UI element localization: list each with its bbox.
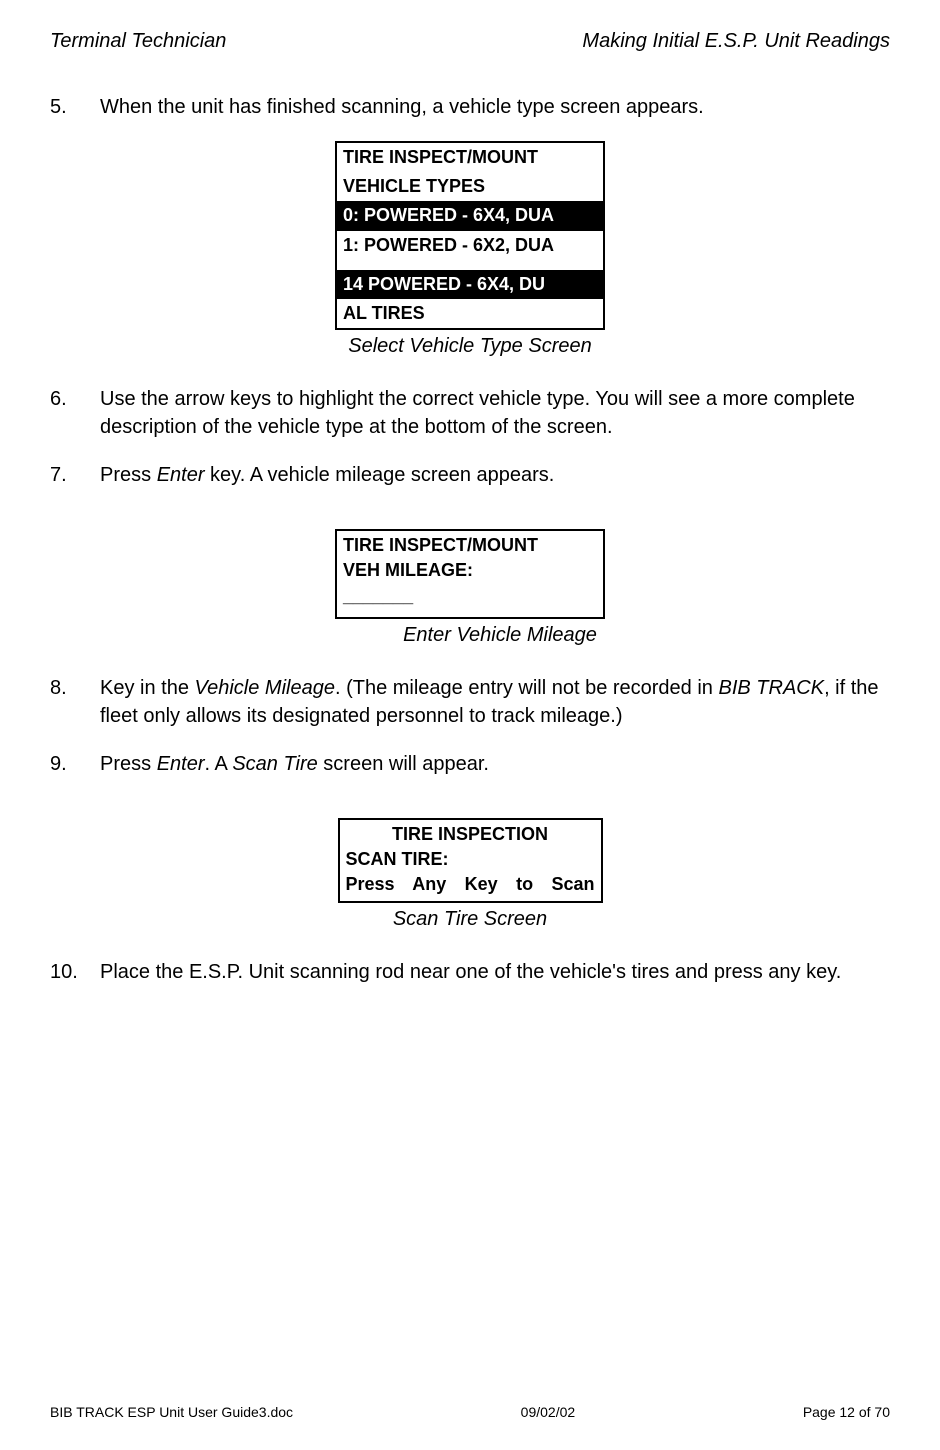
text-fragment: . A [205, 753, 233, 775]
text-emphasis: Vehicle Mileage [195, 677, 335, 699]
screen-line: TIRE INSPECT/MOUNT [343, 533, 597, 558]
text-emphasis: Enter [157, 464, 205, 486]
step-number: 8. [50, 674, 100, 730]
text-emphasis: BIB TRACK [718, 677, 824, 699]
step-number: 5. [50, 93, 100, 121]
step-8: 8. Key in the Vehicle Mileage. (The mile… [50, 674, 890, 730]
step-text: Press Enter key. A vehicle mileage scree… [100, 461, 890, 489]
screen-line: TIRE INSPECT/MOUNT [337, 143, 603, 172]
screen-line-selected: 0: POWERED - 6X4, DUA [337, 201, 603, 230]
step-number: 6. [50, 385, 100, 441]
step-text: When the unit has finished scanning, a v… [100, 93, 890, 121]
step-10: 10. Place the E.S.P. Unit scanning rod n… [50, 958, 890, 986]
screen-line: VEH MILEAGE: [343, 558, 597, 583]
screen-line: Press Any Key to Scan [346, 872, 595, 897]
step-5: 5. When the unit has finished scanning, … [50, 93, 890, 121]
header-right: Making Initial E.S.P. Unit Readings [582, 30, 890, 53]
screen-line: VEHICLE TYPES [337, 172, 603, 201]
text-fragment: Key in the [100, 677, 195, 699]
step-text: Press Enter. A Scan Tire screen will app… [100, 750, 890, 778]
screen-caption: Enter Vehicle Mileage [50, 621, 890, 649]
step-7: 7. Press Enter key. A vehicle mileage sc… [50, 461, 890, 489]
scan-tire-screen: TIRE INSPECTION SCAN TIRE: Press Any Key… [338, 818, 603, 904]
step-6: 6. Use the arrow keys to highlight the c… [50, 385, 890, 441]
text-fragment: key. A vehicle mileage screen appears. [205, 464, 555, 486]
text-emphasis: Scan Tire [232, 753, 317, 775]
step-number: 9. [50, 750, 100, 778]
step-text: Use the arrow keys to highlight the corr… [100, 385, 890, 441]
step-text: Key in the Vehicle Mileage. (The mileage… [100, 674, 890, 730]
step-number: 7. [50, 461, 100, 489]
screen-caption: Scan Tire Screen [50, 905, 890, 933]
text-fragment: screen will appear. [318, 753, 489, 775]
footer-center: 09/02/02 [521, 1404, 576, 1420]
text-fragment: . (The mileage entry will not be recorde… [335, 677, 719, 699]
page-footer: BIB TRACK ESP Unit User Guide3.doc 09/02… [50, 1404, 890, 1420]
text-emphasis: Enter [157, 753, 205, 775]
screen-line: AL TIRES [337, 299, 603, 328]
page-content: 5. When the unit has finished scanning, … [50, 93, 890, 986]
screen-line: 1: POWERED - 6X2, DUA [337, 231, 603, 260]
step-9: 9. Press Enter. A Scan Tire screen will … [50, 750, 890, 778]
footer-right: Page 12 of 70 [803, 1404, 890, 1420]
text-fragment: Press [100, 464, 157, 486]
screen-line: TIRE INSPECTION [346, 822, 595, 847]
screen-line: SCAN TIRE: [346, 847, 595, 872]
screen-caption: Select Vehicle Type Screen [50, 332, 890, 360]
step-text: Place the E.S.P. Unit scanning rod near … [100, 958, 890, 986]
text-fragment: Press [100, 753, 157, 775]
screen-line: _______ [343, 584, 597, 609]
step-number: 10. [50, 958, 100, 986]
header-left: Terminal Technician [50, 30, 226, 53]
page-header: Terminal Technician Making Initial E.S.P… [50, 30, 890, 53]
vehicle-mileage-screen: TIRE INSPECT/MOUNT VEH MILEAGE: _______ [335, 529, 605, 619]
screen-line-selected: 14 POWERED - 6X4, DU [337, 270, 603, 299]
footer-left: BIB TRACK ESP Unit User Guide3.doc [50, 1404, 293, 1420]
vehicle-type-screen: TIRE INSPECT/MOUNT VEHICLE TYPES 0: POWE… [335, 141, 605, 330]
